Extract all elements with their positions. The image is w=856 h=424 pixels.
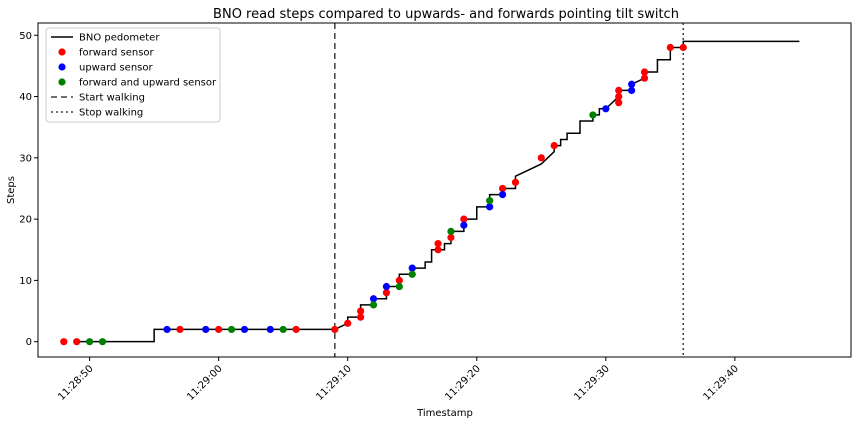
upward-sensor-point: [202, 325, 210, 334]
upward-sensor-point: [240, 325, 249, 334]
x-axis-label: Timestamp: [416, 408, 473, 419]
forward-sensor-point: [640, 68, 649, 76]
y-tick-label: 50: [19, 31, 32, 42]
forward-sensor-point: [460, 215, 468, 223]
forward-sensor-point: [498, 184, 507, 193]
forward-sensor-point: [640, 74, 649, 82]
forward-sensor-point: [679, 43, 687, 52]
forward-and-upward-sensor-point: [98, 338, 107, 346]
forward-sensor-point: [511, 178, 520, 186]
forward-sensor-point: [537, 154, 545, 162]
forward-sensor-point: [357, 307, 365, 315]
forward-sensor-point: [215, 325, 223, 334]
forward-sensor-point: [666, 43, 674, 52]
forward-sensor-point: [615, 86, 623, 95]
forward-sensor-point: [382, 289, 391, 297]
upward-sensor-point: [369, 295, 378, 303]
legend-upward-sensor-marker: [58, 63, 66, 71]
y-axis: 0 10 20 30 40 50: [19, 31, 38, 348]
y-tick-label: 40: [19, 92, 32, 103]
legend-upward-sensor-label: upward sensor: [79, 63, 153, 74]
forward-sensor-point: [395, 276, 403, 284]
forward-and-upward-sensor-point: [408, 270, 416, 278]
forward-sensor-point: [331, 325, 339, 334]
forward-and-upward-sensor-point: [395, 282, 403, 291]
forward-sensor-point: [434, 246, 442, 254]
forward-sensor-point: [344, 319, 352, 327]
y-axis-label: Steps: [6, 176, 17, 204]
forward-sensor-point: [434, 240, 442, 248]
legend-forward-sensor-label: forward sensor: [79, 48, 155, 59]
legend-box: [45, 27, 221, 123]
forward-sensor-point: [176, 325, 184, 334]
upward-sensor-point: [486, 203, 494, 211]
forward-sensor-point: [357, 313, 365, 321]
plot-area: [60, 23, 800, 357]
legend-start-walking-label: Start walking: [79, 93, 145, 104]
legend: BNO pedometer forward sensor upward sensor…: [45, 27, 221, 123]
y-tick-label: 10: [19, 276, 32, 287]
forward-sensor-point: [550, 141, 558, 150]
upward-sensor-point: [382, 282, 391, 291]
forward-sensor-point: [73, 338, 81, 346]
forward-and-upward-sensor-point: [279, 325, 287, 334]
forward-sensor-point: [447, 233, 455, 242]
forward-sensor-point: [615, 92, 623, 101]
legend-forward-and-upward-sensor-label: forward and upward sensor: [79, 78, 217, 89]
forward-and-upward-sensor-point: [589, 111, 597, 119]
y-tick-label: 20: [19, 215, 32, 226]
chart-title: BNO read steps compared to upwards- and …: [213, 7, 679, 22]
forward-and-upward-sensor-point: [86, 338, 94, 346]
upward-sensor-point: [498, 191, 507, 199]
upward-sensor-point: [460, 221, 468, 229]
upward-sensor-point: [602, 105, 610, 113]
forward-and-upward-sensor-point: [369, 301, 378, 309]
reference-lines: [334, 23, 684, 357]
forward-and-upward-sensor-point: [447, 227, 455, 235]
forward-sensor-point: [615, 99, 623, 107]
forward-sensor-point: [60, 338, 68, 346]
legend-forward-and-upward-sensor-marker: [58, 78, 66, 86]
legend-bno-pedometer-label: BNO pedometer: [79, 33, 160, 44]
legend-forward-sensor-marker: [58, 48, 66, 56]
upward-sensor-point: [163, 325, 171, 334]
y-tick-label: 0: [26, 337, 32, 348]
upward-sensor-point: [628, 80, 636, 88]
axes-frame: [37, 22, 852, 358]
forward-and-upward-sensor-point: [227, 325, 236, 334]
legend-stop-walking-label: Stop walking: [79, 108, 143, 119]
upward-sensor-point: [266, 325, 274, 334]
forward-and-upward-sensor-point: [486, 197, 494, 205]
upward-sensor-point: [408, 264, 416, 272]
forward-sensor-point: [292, 325, 300, 334]
upward-sensor-point: [628, 86, 636, 95]
y-tick-label: 30: [19, 153, 32, 164]
series-markers: [60, 43, 687, 346]
